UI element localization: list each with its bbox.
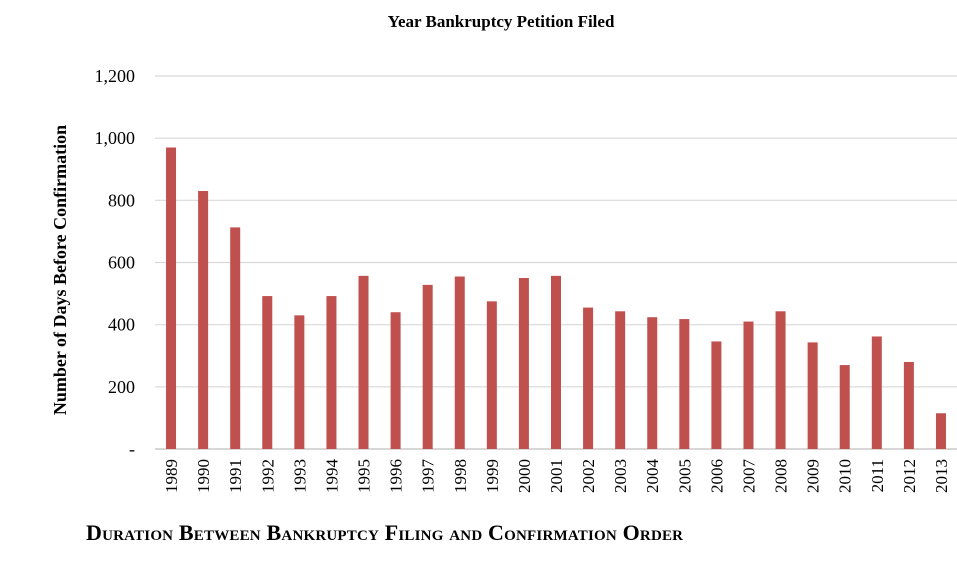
- bar-2008: [775, 311, 786, 449]
- y-tick-label: 600: [108, 253, 135, 273]
- bar-2004: [647, 317, 658, 449]
- x-axis-ticks: 1989 1990 1991 1992 1993 1994 1995 1996 1997 1998…: [162, 459, 951, 494]
- x-tick-label: 1994: [322, 459, 341, 494]
- x-tick-label: 2002: [579, 459, 598, 493]
- bar-2010: [839, 365, 850, 449]
- x-tick-label: 1995: [355, 459, 374, 493]
- x-tick-label: 2001: [547, 459, 566, 493]
- bar-2012: [903, 361, 914, 449]
- y-tick-label: 200: [108, 377, 135, 397]
- bar-1996: [390, 312, 401, 449]
- bar-1999: [486, 301, 497, 449]
- x-tick-label: 2013: [932, 459, 951, 493]
- x-tick-label: 2011: [868, 459, 887, 492]
- bar-2005: [679, 319, 690, 449]
- x-tick-label: 2004: [643, 459, 662, 494]
- x-tick-label: 1993: [290, 459, 309, 493]
- bar-2000: [518, 278, 529, 449]
- x-tick-label: 1992: [258, 459, 277, 493]
- x-tick-label: 2003: [611, 459, 630, 493]
- x-tick-label: 1996: [387, 459, 406, 493]
- bar-2006: [711, 341, 722, 449]
- x-tick-label: 2009: [804, 459, 823, 493]
- bar-1997: [422, 284, 433, 449]
- x-tick-label: 1999: [483, 459, 502, 493]
- chart-title: Year Bankruptcy Petition Filed: [388, 12, 615, 31]
- bars: [166, 147, 946, 449]
- x-tick-label: 1991: [226, 459, 245, 493]
- y-axis-label: Number of Days Before Confirmation: [50, 125, 70, 415]
- y-tick-label: 1,000: [95, 128, 136, 148]
- x-tick-label: 2012: [900, 459, 919, 493]
- bar-2001: [551, 275, 561, 449]
- x-tick-label: 1997: [419, 459, 438, 494]
- bar-1989: [166, 147, 177, 449]
- bar-2011: [871, 336, 882, 449]
- y-axis-ticks: - 200 400 600 800 1,000 1,200: [95, 66, 136, 459]
- y-tick-label: 800: [108, 190, 135, 210]
- x-tick-label: 1998: [451, 459, 470, 493]
- bar-2013: [935, 413, 946, 449]
- y-tick-label: 1,200: [95, 66, 136, 86]
- bar-2009: [807, 342, 818, 449]
- x-tick-label: 2008: [772, 459, 791, 493]
- x-tick-label: 2006: [707, 459, 726, 493]
- x-tick-label: 2010: [836, 459, 855, 493]
- x-tick-label: 2005: [675, 459, 694, 493]
- x-tick-label: 2007: [739, 459, 758, 494]
- x-tick-label: 2000: [515, 459, 534, 493]
- chart-caption: Duration Between Bankruptcy Filing and C…: [86, 520, 684, 545]
- y-tick-label: 400: [108, 315, 135, 335]
- bar-1991: [230, 227, 241, 449]
- x-tick-label: 1989: [162, 459, 181, 493]
- x-tick-label: 1990: [194, 459, 213, 493]
- bar-1992: [262, 296, 273, 449]
- y-tick-label: -: [129, 439, 135, 459]
- bar-2002: [583, 307, 594, 449]
- bar-1998: [454, 276, 465, 449]
- bar-2003: [615, 311, 626, 449]
- bar-1994: [326, 296, 337, 449]
- bar-1993: [294, 315, 305, 449]
- bar-1995: [358, 275, 369, 449]
- bar-2007: [743, 321, 754, 449]
- bar-1990: [198, 191, 209, 449]
